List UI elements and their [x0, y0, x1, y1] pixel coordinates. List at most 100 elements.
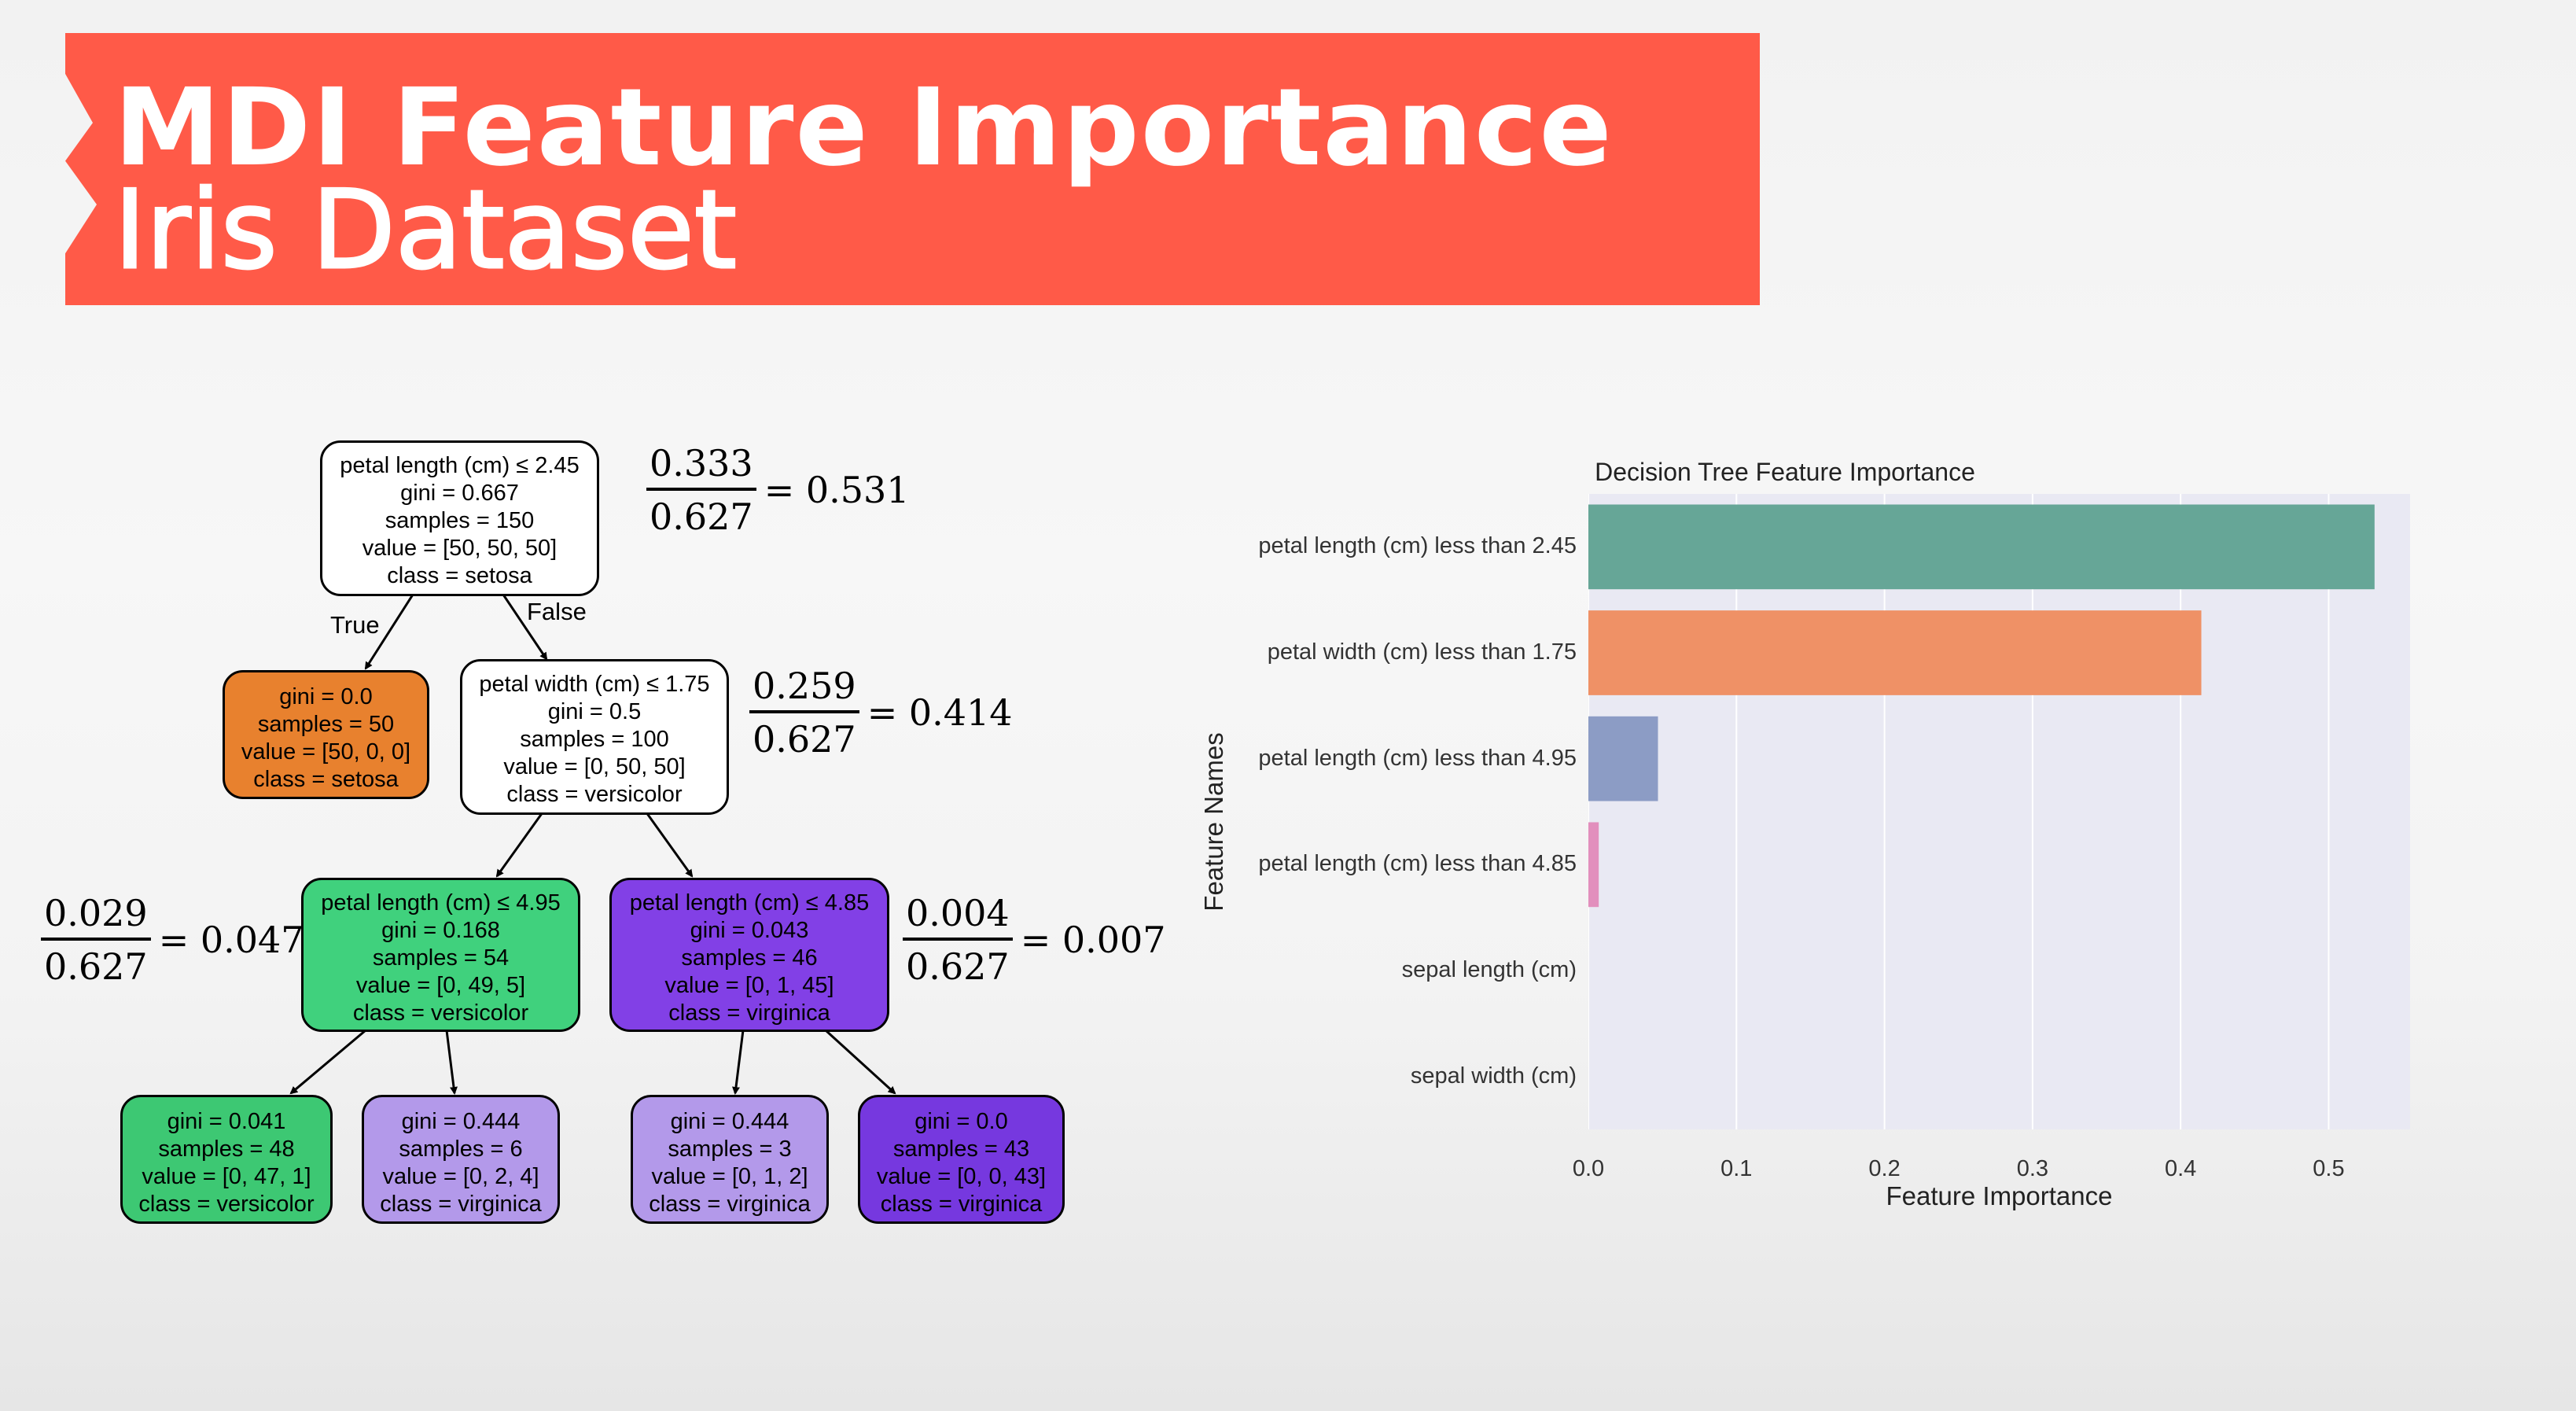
fraction-petal-width: 0.259 0.627 = 0.414	[749, 665, 1013, 761]
tree-node-leaf-virginica-6: gini = 0.444 samples = 6 value = [0, 2, …	[362, 1095, 560, 1224]
node-line: samples = 6	[399, 1137, 523, 1162]
plot-area	[1588, 494, 2410, 1129]
y-tick-label: petal length (cm) less than 2.45	[1258, 533, 1577, 559]
feature-importance-chart: Decision Tree Feature Importance Feature…	[1179, 440, 2516, 1266]
fraction-result: = 0.047	[158, 919, 304, 961]
y-tick-labels: petal length (cm) less than 2.45 petal wi…	[1179, 494, 1577, 1129]
tree-node-petal-length-485: petal length (cm) ≤ 4.85 gini = 0.043 sa…	[609, 878, 889, 1032]
node-line: value = [50, 0, 0]	[241, 739, 411, 764]
node-line: petal length (cm) ≤ 2.45	[340, 453, 580, 478]
node-line: value = [0, 2, 4]	[382, 1164, 539, 1189]
x-tick-label: 0.4	[2164, 1156, 2197, 1181]
decision-tree-diagram: True False petal length (cm) ≤ 2.45 gini…	[0, 409, 1179, 1274]
node-line: class = virginica	[668, 1000, 830, 1026]
fraction-numerator: 0.333	[646, 442, 756, 491]
node-line: petal length (cm) ≤ 4.95	[321, 890, 561, 915]
y-tick-label: sepal length (cm)	[1401, 957, 1577, 982]
node-line: samples = 3	[668, 1137, 792, 1162]
node-line: value = [0, 50, 50]	[503, 754, 686, 779]
plot-svg	[1588, 494, 2375, 1129]
fraction-petal-length-485: 0.004 0.627 = 0.007	[903, 892, 1166, 988]
fraction-numerator: 0.004	[903, 892, 1013, 941]
node-line: value = [50, 50, 50]	[362, 536, 558, 561]
node-line: samples = 100	[520, 727, 669, 752]
y-tick-label: petal width (cm) less than 1.75	[1267, 639, 1577, 665]
node-line: petal length (cm) ≤ 4.85	[629, 890, 870, 915]
y-tick-label: sepal width (cm)	[1410, 1063, 1577, 1089]
fraction-result: = 0.007	[1020, 919, 1166, 961]
fraction-petal-length-495: 0.029 0.627 = 0.047	[41, 892, 304, 988]
banner-title: MDI Feature Importance	[114, 66, 1614, 190]
edge-n2-n4	[645, 812, 694, 878]
edge-n2-n3	[495, 812, 544, 878]
fraction-denominator: 0.627	[753, 718, 856, 761]
tree-edges	[289, 594, 896, 1095]
x-axis-label: Feature Importance	[1886, 1181, 2113, 1210]
fraction-result: = 0.531	[764, 469, 910, 511]
node-line: samples = 50	[257, 712, 395, 737]
node-line: samples = 150	[385, 508, 535, 533]
fraction-root: 0.333 0.627 = 0.531	[646, 442, 910, 538]
node-line: class = virginica	[880, 1192, 1043, 1217]
node-line: value = [0, 1, 45]	[664, 973, 834, 998]
tree-node-petal-width: petal width (cm) ≤ 1.75 gini = 0.5 sampl…	[460, 659, 729, 815]
fraction-numerator: 0.029	[41, 892, 151, 941]
tree-node-root: petal length (cm) ≤ 2.45 gini = 0.667 sa…	[320, 440, 599, 596]
bar-2	[1588, 716, 1658, 801]
fraction-denominator: 0.627	[44, 945, 148, 988]
node-line: gini = 0.0	[279, 684, 373, 709]
node-line: samples = 43	[892, 1137, 1030, 1162]
node-line: petal width (cm) ≤ 1.75	[479, 672, 710, 697]
chart-title: Decision Tree Feature Importance	[1595, 458, 1975, 486]
x-tick-label: 0.2	[1868, 1156, 1901, 1181]
node-line: class = versicolor	[138, 1192, 315, 1217]
tree-node-leaf-virginica-3: gini = 0.444 samples = 3 value = [0, 1, …	[631, 1095, 829, 1224]
node-line: gini = 0.041	[167, 1109, 286, 1134]
tree-node-leaf-versicolor: gini = 0.041 samples = 48 value = [0, 47…	[120, 1095, 333, 1224]
fraction-denominator: 0.627	[906, 945, 1010, 988]
y-tick-label: petal length (cm) less than 4.95	[1258, 745, 1577, 771]
node-line: gini = 0.0	[914, 1109, 1008, 1134]
node-line: value = [0, 47, 1]	[142, 1164, 311, 1189]
node-line: samples = 48	[158, 1137, 295, 1162]
node-line: class = virginica	[380, 1192, 542, 1217]
tree-node-petal-length-495: petal length (cm) ≤ 4.95 gini = 0.168 sa…	[301, 878, 580, 1032]
tree-node-leaf-virginica-43: gini = 0.0 samples = 43 value = [0, 0, 4…	[858, 1095, 1065, 1224]
title-banner: MDI Feature Importance Iris Dataset	[65, 33, 1760, 305]
node-line: samples = 46	[681, 945, 818, 971]
edge-label-false: False	[527, 598, 587, 625]
node-line: class = versicolor	[506, 782, 683, 807]
node-line: class = virginica	[649, 1192, 811, 1217]
edge-n3-n6	[445, 1030, 458, 1095]
edge-root-n1	[364, 594, 414, 670]
node-line: gini = 0.5	[547, 699, 642, 724]
node-line: value = [0, 1, 2]	[651, 1164, 808, 1189]
fraction-denominator: 0.627	[650, 496, 753, 538]
node-line: gini = 0.043	[690, 918, 809, 943]
node-line: gini = 0.667	[400, 481, 519, 506]
edge-n3-n5	[289, 1029, 366, 1095]
x-tick-label: 0.5	[2313, 1156, 2345, 1181]
node-line: value = [0, 0, 43]	[876, 1164, 1047, 1189]
edge-n4-n7	[732, 1030, 745, 1095]
node-line: gini = 0.168	[381, 918, 500, 943]
node-line: class = setosa	[387, 563, 532, 588]
edge-root-n2	[502, 594, 548, 661]
node-line: class = setosa	[253, 767, 399, 792]
edge-n4-n8	[824, 1029, 896, 1095]
node-line: gini = 0.444	[401, 1109, 521, 1134]
bar-3	[1588, 822, 1599, 908]
y-tick-label: petal length (cm) less than 4.85	[1258, 851, 1577, 877]
tree-node-setosa-leaf: gini = 0.0 samples = 50 value = [50, 0, …	[223, 670, 429, 799]
node-line: class = versicolor	[352, 1000, 529, 1026]
node-line: gini = 0.444	[670, 1109, 789, 1134]
bar-1	[1588, 610, 2202, 695]
fraction-numerator: 0.259	[749, 665, 859, 713]
bar-0	[1588, 504, 2375, 590]
banner-subtitle: Iris Dataset	[113, 166, 738, 295]
node-line: samples = 54	[372, 945, 510, 971]
x-tick-label: 0.0	[1572, 1156, 1605, 1181]
edge-label-true: True	[330, 611, 380, 639]
x-tick-label: 0.1	[1720, 1156, 1753, 1181]
x-tick-label: 0.3	[2016, 1156, 2049, 1181]
